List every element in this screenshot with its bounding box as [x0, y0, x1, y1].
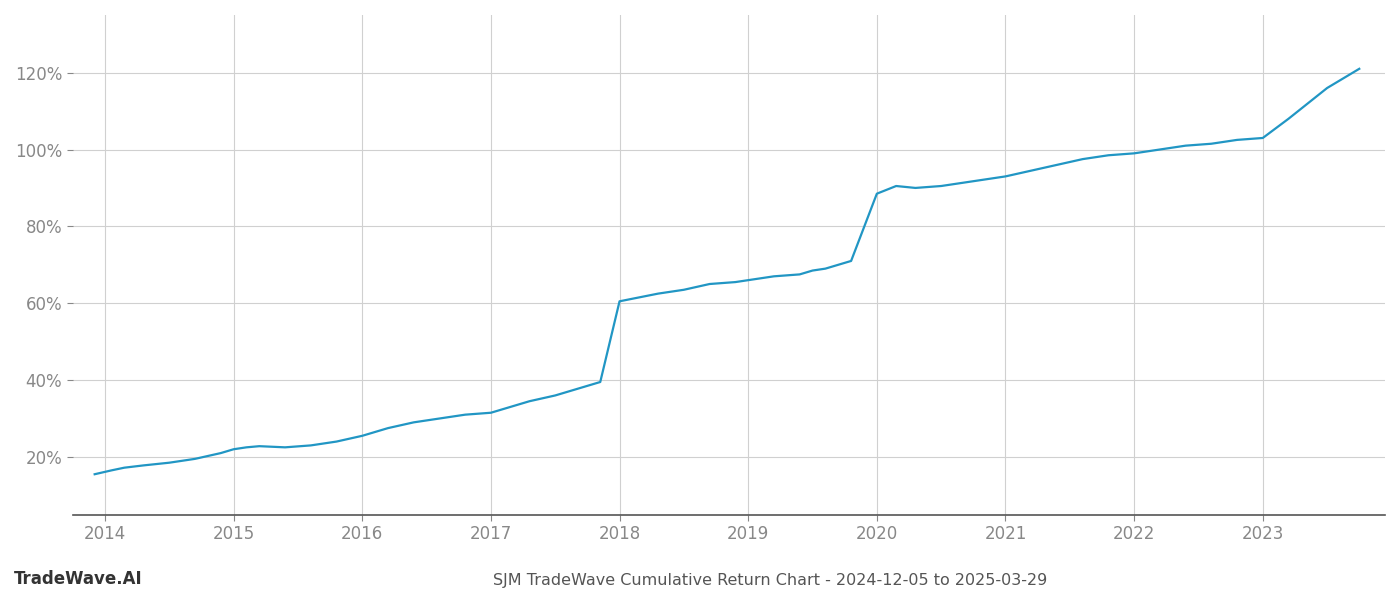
Text: TradeWave.AI: TradeWave.AI	[14, 570, 143, 588]
Text: SJM TradeWave Cumulative Return Chart - 2024-12-05 to 2025-03-29: SJM TradeWave Cumulative Return Chart - …	[493, 573, 1047, 588]
